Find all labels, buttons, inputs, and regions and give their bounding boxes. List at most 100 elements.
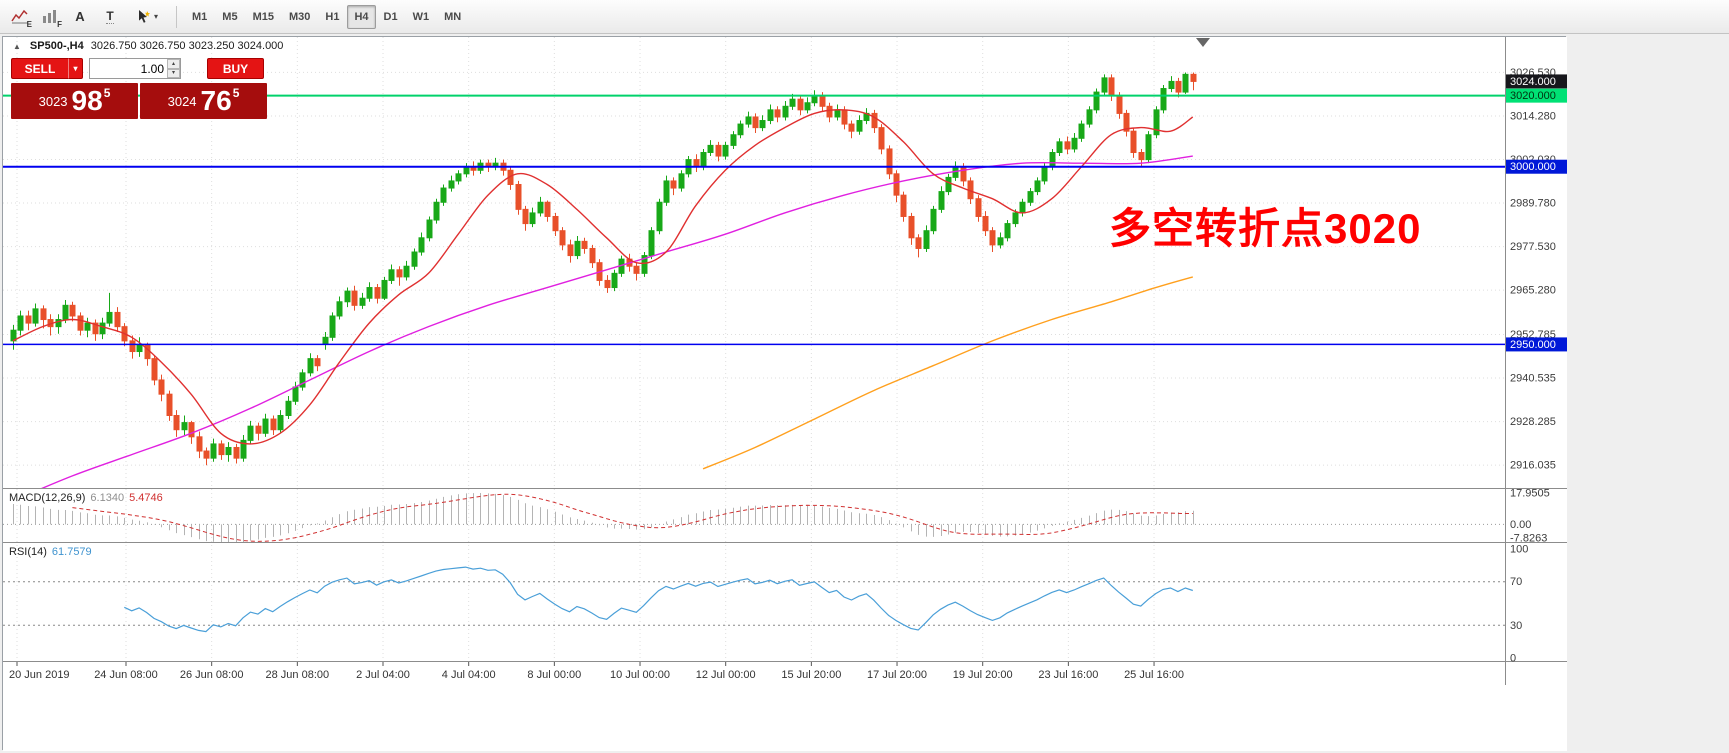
insert-text-label-button[interactable]: T bbox=[96, 4, 124, 30]
bars-history-button[interactable]: F bbox=[36, 4, 64, 30]
svg-text:2940.535: 2940.535 bbox=[1510, 373, 1556, 385]
svg-text:2928.285: 2928.285 bbox=[1510, 416, 1556, 428]
caret-down-icon: ▾ bbox=[171, 70, 175, 77]
moving-average-slow bbox=[702, 276, 1193, 470]
grid-lines bbox=[3, 37, 1505, 661]
volume-increase-button[interactable]: ▴ bbox=[167, 59, 180, 69]
svg-text:12 Jul 00:00: 12 Jul 00:00 bbox=[696, 669, 756, 681]
price-axis[interactable] bbox=[1506, 37, 1567, 685]
sell-price-main: 98 bbox=[71, 85, 103, 116]
icon-sub-label: E bbox=[26, 19, 32, 29]
svg-text:8 Jul 00:00: 8 Jul 00:00 bbox=[527, 669, 581, 681]
buy-price-display[interactable]: 3024 76 5 bbox=[140, 83, 267, 119]
svg-text:0: 0 bbox=[1510, 653, 1516, 665]
svg-text:2977.530: 2977.530 bbox=[1510, 241, 1556, 253]
sell-price-prefix: 3023 bbox=[38, 93, 68, 109]
chart-background bbox=[3, 37, 1567, 751]
rsi-value: 61.7579 bbox=[51, 546, 92, 558]
letter-a-icon: A bbox=[75, 9, 85, 24]
caret-down-icon: ▾ bbox=[73, 64, 78, 73]
timeframe-h1-button[interactable]: H1 bbox=[318, 5, 346, 29]
buy-button[interactable]: BUY bbox=[207, 58, 264, 79]
insert-text-button[interactable]: A bbox=[66, 4, 94, 30]
sell-button-label: SELL bbox=[24, 61, 56, 76]
chart-ohlc-label: 3026.750 3026.750 3023.250 3024.000 bbox=[90, 40, 284, 52]
buy-button-label: BUY bbox=[222, 61, 249, 76]
svg-text:24 Jun 08:00: 24 Jun 08:00 bbox=[94, 669, 158, 681]
moving-average-fast bbox=[12, 109, 1194, 445]
icon-sub-label: F bbox=[57, 19, 62, 29]
price-level-badge-3000.000: 3000.000 bbox=[1506, 159, 1567, 174]
panel-separators bbox=[3, 37, 1567, 685]
volume-spinners: ▴ ▾ bbox=[167, 59, 180, 78]
timeframe-mn-button[interactable]: MN bbox=[437, 5, 468, 29]
trade-controls-row: SELL ▾ ▴ ▾ BUY bbox=[11, 58, 269, 79]
chart-title: ▲ SP500-,H4 3026.750 3026.750 3023.250 3… bbox=[11, 40, 283, 52]
volume-box: ▴ ▾ bbox=[89, 58, 181, 79]
rsi-axis-labels: 100 70 30 0 bbox=[1510, 544, 1528, 665]
chart-canvas[interactable]: 3026.5303014.2803002.0302989.7802977.530… bbox=[3, 37, 1567, 751]
svg-text:3000.000: 3000.000 bbox=[1510, 161, 1556, 173]
macd-signal-value: 5.4746 bbox=[129, 492, 163, 504]
svg-text:2 Jul 04:00: 2 Jul 04:00 bbox=[356, 669, 410, 681]
sell-price-sup: 5 bbox=[103, 86, 111, 100]
chart-symbol-label: SP500-,H4 bbox=[29, 40, 84, 52]
letter-t-icon: T bbox=[106, 9, 114, 24]
svg-text:26 Jun 08:00: 26 Jun 08:00 bbox=[180, 669, 244, 681]
buy-price-sup: 5 bbox=[232, 86, 240, 100]
buy-price-prefix: 3024 bbox=[167, 93, 197, 109]
dropdown-caret-icon: ▾ bbox=[153, 12, 158, 21]
svg-text:19 Jul 20:00: 19 Jul 20:00 bbox=[953, 669, 1013, 681]
sell-price-display[interactable]: 3023 98 5 bbox=[11, 83, 138, 119]
volume-input[interactable] bbox=[90, 59, 180, 78]
timeframe-w1-button[interactable]: W1 bbox=[406, 5, 437, 29]
timeframe-h4-button[interactable]: H4 bbox=[347, 4, 376, 29]
chart-window: 3026.5303014.2803002.0302989.7802977.530… bbox=[2, 36, 1567, 751]
svg-text:25 Jul 16:00: 25 Jul 16:00 bbox=[1124, 669, 1184, 681]
svg-text:0.00: 0.00 bbox=[1510, 519, 1531, 531]
price-level-badge-3020.000: 3020.000 bbox=[1506, 88, 1567, 103]
timeframe-m15-button[interactable]: M15 bbox=[246, 5, 281, 29]
rsi-name: RSI(14) bbox=[9, 546, 47, 558]
svg-text:2950.000: 2950.000 bbox=[1510, 339, 1556, 351]
main-toolbar: E F A T ▾ M1 M5 M15 M30 H1 H4 D1 W1 MN bbox=[0, 0, 1729, 34]
svg-text:100: 100 bbox=[1510, 544, 1528, 556]
candles-layer bbox=[10, 72, 1197, 466]
timeframe-m30-button[interactable]: M30 bbox=[282, 5, 317, 29]
caret-up-icon: ▴ bbox=[171, 60, 175, 67]
collapse-trade-panel-button[interactable]: ▲ bbox=[13, 41, 21, 51]
one-click-trading-panel: SELL ▾ ▴ ▾ BUY 3023 98 5 bbox=[11, 58, 269, 119]
pointer-icon bbox=[138, 10, 150, 23]
timeframe-m5-button[interactable]: M5 bbox=[215, 5, 244, 29]
chart-annotation-text: 多空转折点3020 bbox=[1109, 205, 1422, 252]
svg-text:4 Jul 04:00: 4 Jul 04:00 bbox=[442, 669, 496, 681]
trade-prices-row: 3023 98 5 3024 76 5 bbox=[11, 83, 269, 119]
svg-text:70: 70 bbox=[1510, 576, 1522, 588]
pointer-tool-button[interactable]: ▾ bbox=[126, 4, 168, 30]
sell-button[interactable]: SELL bbox=[11, 58, 68, 79]
rsi-layer bbox=[3, 566, 1505, 633]
indicators-chart-button[interactable]: E bbox=[6, 4, 34, 30]
svg-text:20 Jun 2019: 20 Jun 2019 bbox=[9, 669, 70, 681]
bars-icon bbox=[43, 10, 56, 23]
macd-signal-line bbox=[72, 493, 1193, 542]
price-level-badge-2950.000: 2950.000 bbox=[1506, 337, 1567, 352]
svg-text:-7.8263: -7.8263 bbox=[1510, 533, 1547, 545]
svg-text:3024.000: 3024.000 bbox=[1510, 76, 1556, 88]
svg-text:10 Jul 00:00: 10 Jul 00:00 bbox=[610, 669, 670, 681]
timeframe-m1-button[interactable]: M1 bbox=[185, 5, 214, 29]
svg-text:28 Jun 08:00: 28 Jun 08:00 bbox=[266, 669, 330, 681]
rsi-indicator-label: RSI(14) 61.7579 bbox=[9, 546, 92, 558]
timeframe-d1-button[interactable]: D1 bbox=[377, 5, 405, 29]
volume-decrease-button[interactable]: ▾ bbox=[167, 68, 180, 78]
toolbar-separator bbox=[176, 5, 177, 28]
current-price-badge: 3024.000 bbox=[1506, 74, 1567, 89]
time-axis[interactable]: 20 Jun 2019 24 Jun 08:00 26 Jun 08:00 28 Ju… bbox=[9, 662, 1184, 681]
sell-options-dropdown[interactable]: ▾ bbox=[68, 58, 83, 79]
svg-text:17.9505: 17.9505 bbox=[1510, 488, 1550, 500]
zigzag-chart-icon bbox=[11, 9, 28, 24]
svg-text:2965.280: 2965.280 bbox=[1510, 285, 1556, 297]
svg-text:30: 30 bbox=[1510, 620, 1522, 632]
svg-text:23 Jul 16:00: 23 Jul 16:00 bbox=[1038, 669, 1098, 681]
svg-text:3020.000: 3020.000 bbox=[1510, 90, 1556, 102]
